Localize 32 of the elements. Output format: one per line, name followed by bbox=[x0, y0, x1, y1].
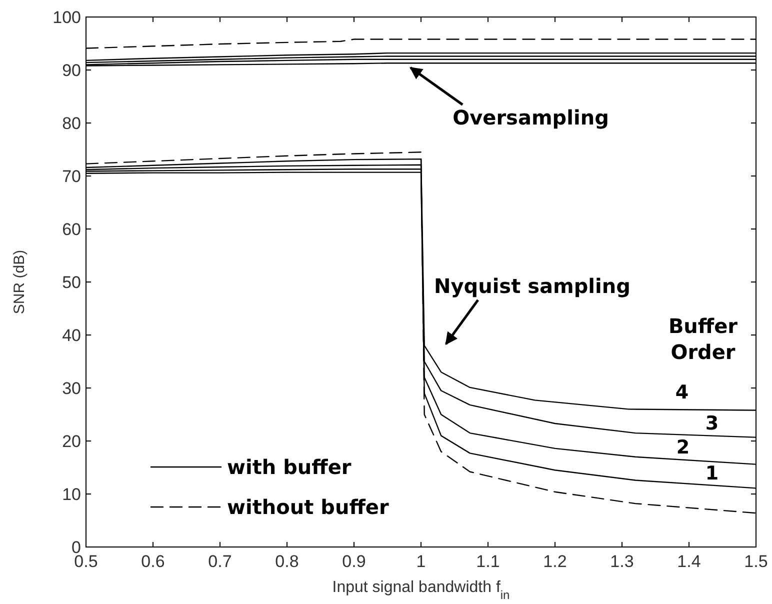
y-tick-label: 10 bbox=[62, 484, 81, 504]
legend-label: with buffer bbox=[227, 455, 352, 479]
y-tick-label: 50 bbox=[62, 272, 81, 292]
x-axis-title: Input signal bandwidth f$_{in}$ bbox=[332, 579, 510, 602]
y-axis-title: SNR (dB) bbox=[11, 250, 28, 314]
x-tick-label: 1 bbox=[416, 552, 426, 571]
x-tick-label: 1.5 bbox=[744, 552, 768, 571]
x-tick-label: 1.1 bbox=[476, 552, 500, 571]
annotation: Oversampling bbox=[452, 106, 609, 130]
x-tick-label: 0.6 bbox=[141, 552, 165, 571]
y-tick-label: 60 bbox=[62, 220, 81, 239]
y-tick-label: 30 bbox=[62, 378, 81, 398]
annotation: Nyquist sampling bbox=[434, 274, 630, 298]
y-tick-label: 70 bbox=[62, 166, 81, 186]
x-tick-label: 1.4 bbox=[677, 552, 701, 571]
x-tick-label: 0.9 bbox=[342, 552, 366, 571]
x-tick-label: 0.5 bbox=[74, 552, 98, 571]
annotation: 4 bbox=[675, 382, 689, 404]
y-tick-label: 90 bbox=[62, 60, 81, 80]
x-tick-label: 1.2 bbox=[543, 552, 567, 571]
x-tick-label: 0.8 bbox=[275, 552, 299, 571]
annotation: 2 bbox=[676, 436, 690, 459]
legend-label: without buffer bbox=[227, 495, 389, 519]
annotation: 3 bbox=[705, 412, 719, 435]
x-tick-label: 0.7 bbox=[208, 552, 232, 571]
annotation: Buffer Order bbox=[668, 314, 738, 364]
x-tick-label: 1.3 bbox=[610, 552, 634, 571]
y-tick-label: 40 bbox=[62, 326, 81, 345]
annotation: 1 bbox=[705, 462, 719, 485]
y-tick-label: 20 bbox=[62, 432, 81, 451]
y-tick-label: 80 bbox=[62, 114, 81, 133]
y-tick-label: 100 bbox=[52, 8, 81, 27]
